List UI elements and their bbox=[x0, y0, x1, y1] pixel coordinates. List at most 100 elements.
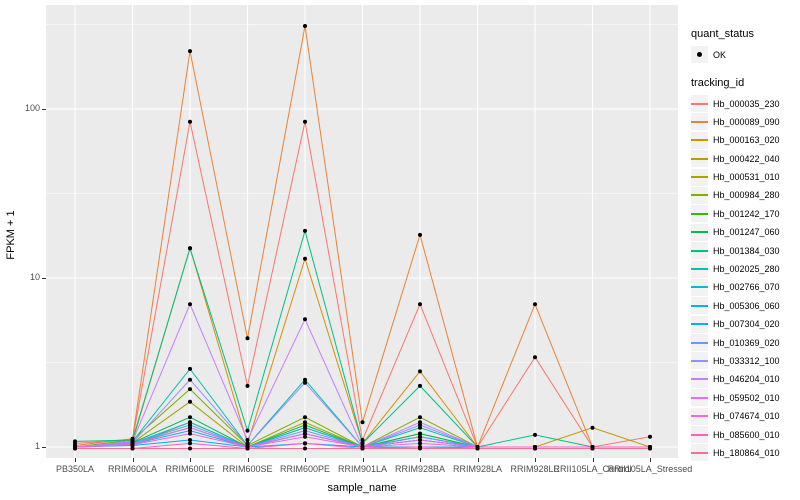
legend-entry: Hb_001247_060 bbox=[691, 223, 799, 241]
data-point bbox=[188, 119, 192, 124]
legend-entry-label: Hb_180864_010 bbox=[713, 447, 780, 458]
data-point bbox=[188, 399, 192, 404]
data-point bbox=[533, 446, 537, 451]
data-point bbox=[245, 383, 250, 388]
chart-panel bbox=[46, 5, 678, 458]
x-tick-label: RRIM600SE bbox=[222, 464, 273, 474]
legend-entry: Hb_000089_090 bbox=[691, 113, 799, 131]
data-point bbox=[303, 441, 307, 446]
legend-entry-label: Hb_085600_010 bbox=[713, 429, 780, 440]
legend-entry: Hb_002766_070 bbox=[691, 278, 799, 296]
data-point bbox=[303, 377, 307, 382]
legend-entry-label: Hb_000089_090 bbox=[713, 116, 780, 127]
line-swatch-icon bbox=[691, 415, 708, 418]
legend-key-swatch bbox=[691, 205, 708, 223]
x-tick-label: RRII105LA_Stressed bbox=[607, 464, 693, 474]
legend-key-swatch bbox=[691, 370, 708, 388]
legend-entry-label: Hb_002766_070 bbox=[713, 282, 780, 293]
data-point bbox=[188, 246, 192, 251]
legend-entry-label: Hb_000163_020 bbox=[713, 135, 780, 146]
data-point bbox=[303, 24, 307, 28]
x-tick-mark bbox=[305, 458, 306, 462]
line-swatch-icon bbox=[691, 323, 708, 326]
data-point bbox=[303, 434, 307, 439]
line-swatch-icon bbox=[691, 157, 708, 160]
legend-entry: Hb_002025_280 bbox=[691, 260, 799, 278]
data-point bbox=[360, 441, 365, 446]
x-tick-mark bbox=[247, 458, 249, 462]
legend-entry: Hb_033312_100 bbox=[691, 352, 799, 370]
ok-point-icon bbox=[697, 52, 702, 57]
data-point bbox=[303, 380, 307, 385]
legend-key-swatch bbox=[691, 297, 708, 315]
legend-title-quant-status: quant_status bbox=[691, 28, 754, 40]
major-gridlines bbox=[46, 5, 678, 458]
legend-title-tracking-id: tracking_id bbox=[691, 77, 745, 89]
legend-entry: Hb_000035_230 bbox=[691, 95, 799, 112]
line-swatch-icon bbox=[691, 378, 708, 381]
line-swatch-icon bbox=[691, 249, 708, 252]
x-tick-label: PB350LA bbox=[55, 464, 95, 474]
x-tick-label: RRIM928LE bbox=[510, 464, 560, 474]
legend-entry: Hb_000531_010 bbox=[691, 168, 799, 186]
data-point bbox=[303, 431, 307, 436]
data-point bbox=[188, 441, 192, 446]
line-swatch-icon bbox=[691, 176, 708, 179]
data-point bbox=[245, 428, 250, 433]
data-point bbox=[73, 446, 77, 451]
legend-key-swatch bbox=[691, 223, 708, 241]
legend-entry-label: Hb_007304_020 bbox=[713, 319, 780, 330]
data-point bbox=[303, 425, 307, 430]
line-swatch-icon bbox=[691, 451, 708, 454]
legend-key-swatch bbox=[691, 315, 708, 333]
legend-entry-label: Hb_001384_030 bbox=[713, 245, 780, 256]
data-point bbox=[590, 425, 595, 430]
legend: quant_status OK tracking_id Hb_000035_23… bbox=[691, 28, 799, 463]
line-swatch-icon bbox=[691, 268, 708, 271]
legend-entry-label: Hb_001247_060 bbox=[713, 227, 780, 238]
data-point bbox=[418, 232, 422, 237]
line-swatch-icon bbox=[691, 341, 708, 344]
line-swatch-icon bbox=[691, 212, 708, 215]
line-swatch-icon bbox=[691, 120, 708, 123]
legend-entry-label: Hb_000984_280 bbox=[713, 190, 780, 201]
line-swatch-icon bbox=[691, 433, 708, 436]
legend-key-swatch bbox=[691, 113, 708, 131]
legend-key-swatch bbox=[691, 444, 708, 462]
legend-entry: Hb_005306_060 bbox=[691, 297, 799, 315]
legend-key-swatch bbox=[691, 389, 708, 407]
x-tick-mark bbox=[420, 458, 421, 462]
y-tick-mark bbox=[42, 109, 46, 110]
x-tick-mark bbox=[535, 458, 536, 462]
line-swatch-icon bbox=[691, 194, 708, 197]
data-point bbox=[73, 439, 77, 444]
legend-entry-label: Hb_000531_010 bbox=[713, 172, 780, 183]
legend-tracking-id: tracking_id Hb_000035_230 Hb_000089_090 Hb… bbox=[691, 77, 799, 462]
legend-entry-label: Hb_074674_010 bbox=[713, 411, 780, 422]
data-point bbox=[360, 438, 365, 442]
data-point bbox=[188, 377, 192, 382]
line-swatch-icon bbox=[691, 286, 708, 289]
x-tick-label: RRIM901LA bbox=[337, 464, 388, 474]
legend-entry-label: Hb_005306_060 bbox=[713, 300, 780, 311]
line-swatch-icon bbox=[691, 396, 708, 399]
legend-entry-label: Hb_046204_010 bbox=[713, 374, 780, 385]
legend-entry: Hb_000422_040 bbox=[691, 150, 799, 168]
data-point bbox=[303, 119, 307, 124]
legend-key-swatch bbox=[691, 352, 708, 370]
data-point bbox=[188, 446, 192, 451]
data-point bbox=[418, 383, 422, 388]
data-point bbox=[418, 434, 422, 439]
data-point bbox=[245, 438, 250, 442]
x-tick-label: RRIM928BA bbox=[394, 464, 446, 474]
data-point bbox=[130, 446, 135, 451]
legend-entry: Hb_180864_010 bbox=[691, 444, 799, 462]
x-tick-mark bbox=[75, 458, 76, 462]
legend-key-swatch bbox=[691, 278, 708, 296]
data-point bbox=[418, 431, 422, 436]
legend-entry: Hb_085600_010 bbox=[691, 426, 799, 444]
x-tick-mark bbox=[477, 458, 479, 462]
x-tick-label: RRIM600PE bbox=[279, 464, 331, 474]
data-point bbox=[418, 420, 422, 425]
